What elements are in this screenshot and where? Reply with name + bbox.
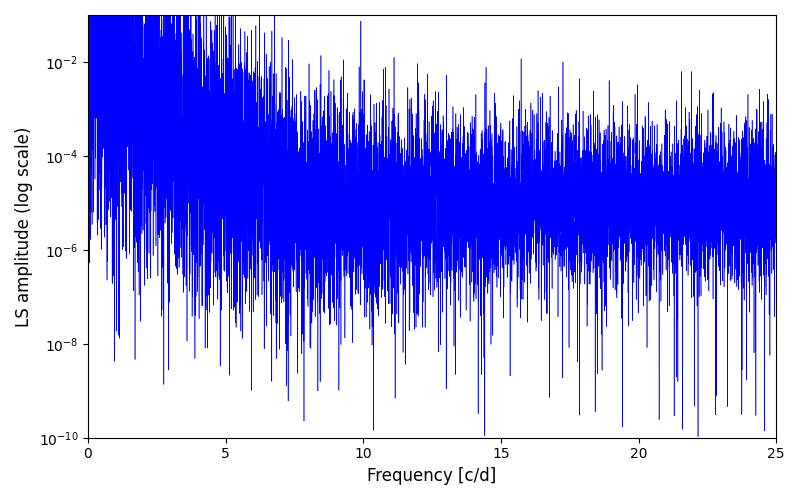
X-axis label: Frequency [c/d]: Frequency [c/d] [367,467,497,485]
Y-axis label: LS amplitude (log scale): LS amplitude (log scale) [15,126,33,326]
